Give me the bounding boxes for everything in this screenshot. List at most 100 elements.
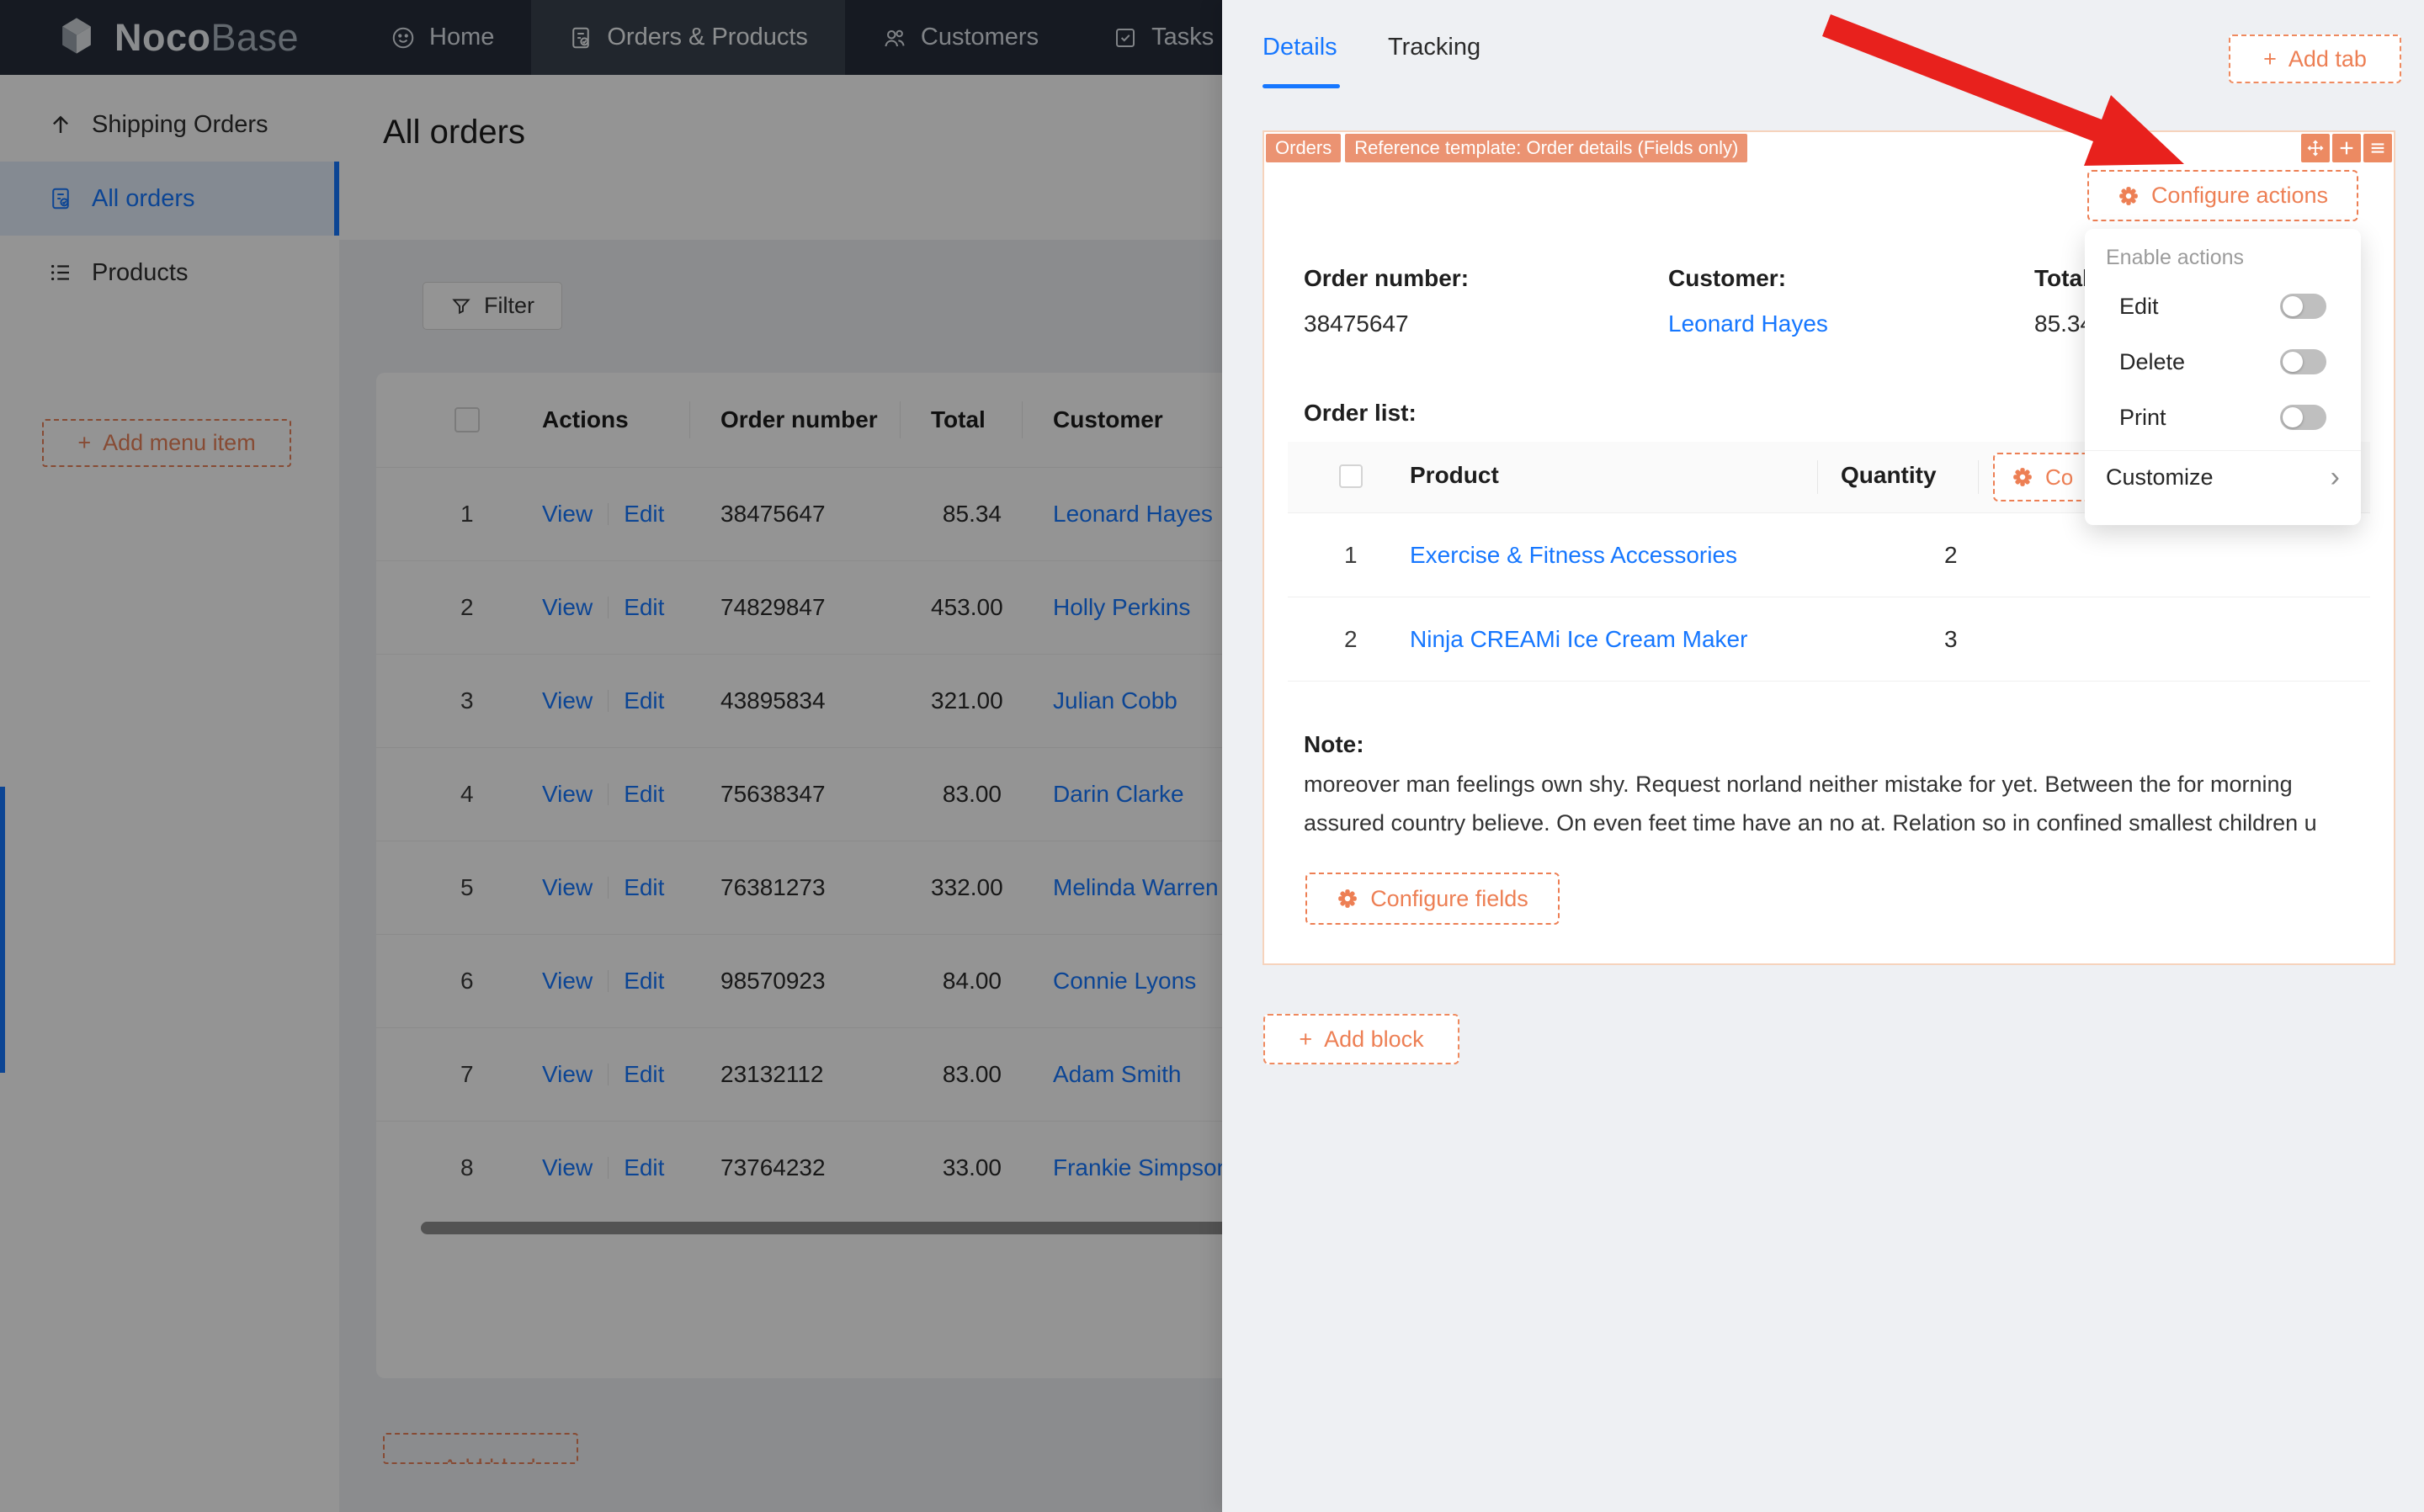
row-actions: View Edit (542, 874, 690, 901)
toggle-switch-off[interactable] (2280, 349, 2326, 374)
table-body: 1 View Edit 38475647 85.34 Leonard Hayes… (376, 467, 1222, 1214)
insert-block-icon[interactable] (2332, 134, 2361, 162)
add-menu-item-button[interactable]: + Add menu item (42, 419, 291, 467)
total-cell: 332.00 (931, 874, 1003, 900)
field-value: Leonard Hayes (1668, 310, 2034, 337)
page-title: All orders (383, 114, 525, 151)
plus-icon: + (419, 1446, 433, 1462)
configure-actions-label: Configure actions (2150, 183, 2329, 208)
field-label: Order number: (1304, 265, 1470, 291)
drawer-mask[interactable] (0, 0, 1222, 1512)
nav-item-home[interactable]: Home (354, 0, 531, 75)
arrow-up-icon (53, 115, 68, 133)
edit-link[interactable]: Edit (624, 874, 665, 900)
product-link[interactable]: Ninja CREAMi Ice Cream Maker (1410, 626, 1748, 652)
order-list-label: Order list: (1304, 400, 1417, 426)
note-label: Note: (1304, 731, 1364, 757)
enable-actions-menu: Enable actions Edit Delete Print (2085, 229, 2361, 525)
toggle-knob (2283, 407, 2303, 427)
divider (608, 970, 609, 992)
customer-link[interactable]: Darin Clarke (1053, 781, 1184, 807)
nav-item-orders-products[interactable]: Orders & Products (531, 0, 845, 75)
field-order-number: Order number: 38475647 (1304, 265, 1668, 337)
configure-actions-button[interactable]: Configure actions (2087, 170, 2358, 221)
row-number: 2 (460, 594, 474, 620)
product-link[interactable]: Exercise & Fitness Accessories (1410, 542, 1738, 568)
row-number: 6 (460, 968, 474, 994)
customer-link[interactable]: Melinda Warren (1053, 874, 1219, 900)
customer-link[interactable]: Holly Perkins (1053, 594, 1191, 620)
filter-button[interactable]: Filter (423, 282, 562, 330)
edit-link[interactable]: Edit (624, 594, 665, 620)
divider (1978, 460, 1979, 494)
divider (608, 783, 609, 805)
view-link[interactable]: View (542, 501, 593, 527)
tab-tracking[interactable]: Tracking (1388, 34, 1481, 61)
view-link[interactable]: View (542, 687, 593, 714)
column-header-customer: Customer (1053, 406, 1163, 432)
quantity-value: 2 (1944, 542, 1958, 568)
customer-link[interactable]: Leonard Hayes (1668, 310, 1828, 337)
view-link[interactable]: View (542, 1154, 593, 1180)
row-actions: View Edit (542, 1061, 690, 1088)
active-tab-indicator (1262, 84, 1340, 88)
order-fields: Order number: 38475647 Customer: Leonard… (1304, 265, 2399, 337)
block-settings-menu-icon[interactable] (2363, 134, 2392, 162)
menu-toggle-item[interactable]: Print (2085, 390, 2361, 445)
row-number: 8 (460, 1154, 474, 1180)
add-block-label: Add block (1324, 1026, 1424, 1052)
sidebar-item-all-orders[interactable]: All orders (0, 162, 339, 236)
menu-toggle-item[interactable]: Edit (2085, 279, 2361, 334)
tab-details[interactable]: Details (1262, 34, 1337, 61)
customer-link[interactable]: Connie Lyons (1053, 968, 1197, 994)
add-block-button[interactable]: + Add block (1263, 1014, 1459, 1064)
row-actions: View Edit (542, 594, 690, 621)
nav-item-tasks[interactable]: Tasks (1076, 0, 1251, 75)
note-text: moreover man feelings own shy. Request n… (1304, 772, 2317, 836)
edit-link[interactable]: Edit (624, 1061, 665, 1087)
filter-icon (452, 298, 470, 314)
view-link[interactable]: View (542, 1061, 593, 1087)
view-link[interactable]: View (542, 781, 593, 807)
customer-link[interactable]: Leonard Hayes (1053, 501, 1213, 527)
select-all-checkbox[interactable] (454, 407, 480, 432)
divider (608, 690, 609, 712)
view-link[interactable]: View (542, 968, 593, 994)
horizontal-scrollbar[interactable] (421, 1222, 1222, 1234)
customer-link[interactable]: Julian Cobb (1053, 687, 1177, 714)
configure-fields-button[interactable]: Configure fields (1305, 873, 1560, 925)
toggle-switch-off[interactable] (2280, 405, 2326, 430)
edit-link[interactable]: Edit (624, 1154, 665, 1180)
field-label: Customer: (1668, 265, 1787, 291)
total-cell: 85.34 (942, 501, 1002, 527)
edit-link[interactable]: Edit (624, 687, 665, 714)
nav-item-customers[interactable]: Customers (845, 0, 1076, 75)
sidebar-item-shipping-orders[interactable]: Shipping Orders (0, 88, 339, 162)
menu-toggle-item[interactable]: Delete (2085, 334, 2361, 390)
edit-link[interactable]: Edit (624, 968, 665, 994)
view-link[interactable]: View (542, 874, 593, 900)
menu-toggle-list: Edit Delete Print (2085, 279, 2361, 445)
order-number-cell: 74829847 (720, 594, 826, 620)
add-tab-button[interactable]: + Add tab (2229, 34, 2401, 83)
edit-link[interactable]: Edit (624, 501, 665, 527)
customer-link[interactable]: Frankie Simpson (1053, 1154, 1222, 1180)
select-all-checkbox[interactable] (1339, 464, 1363, 488)
page-header: All orders (339, 75, 1222, 240)
total-cell: 83.00 (942, 1061, 1002, 1087)
divider (608, 877, 609, 899)
view-link[interactable]: View (542, 594, 593, 620)
sidebar-item-label: All orders (92, 184, 195, 212)
toggle-switch-off[interactable] (2280, 294, 2326, 319)
customer-link[interactable]: Adam Smith (1053, 1061, 1182, 1087)
template-badge[interactable]: Reference template: Order details (Field… (1345, 134, 1748, 162)
edit-link[interactable]: Edit (624, 781, 665, 807)
collection-badge[interactable]: Orders (1266, 134, 1342, 162)
logo-cube-icon (62, 17, 91, 54)
menu-item-customize[interactable]: Customize › (2085, 451, 2361, 503)
sidebar-item-products[interactable]: Products (0, 236, 339, 310)
drag-handle-icon[interactable] (2301, 134, 2330, 162)
add-block-button-partial[interactable]: + Add block (383, 1433, 578, 1464)
column-header-total: Total (901, 373, 1023, 467)
nocobase-logo[interactable]: NocoBase (0, 15, 354, 61)
